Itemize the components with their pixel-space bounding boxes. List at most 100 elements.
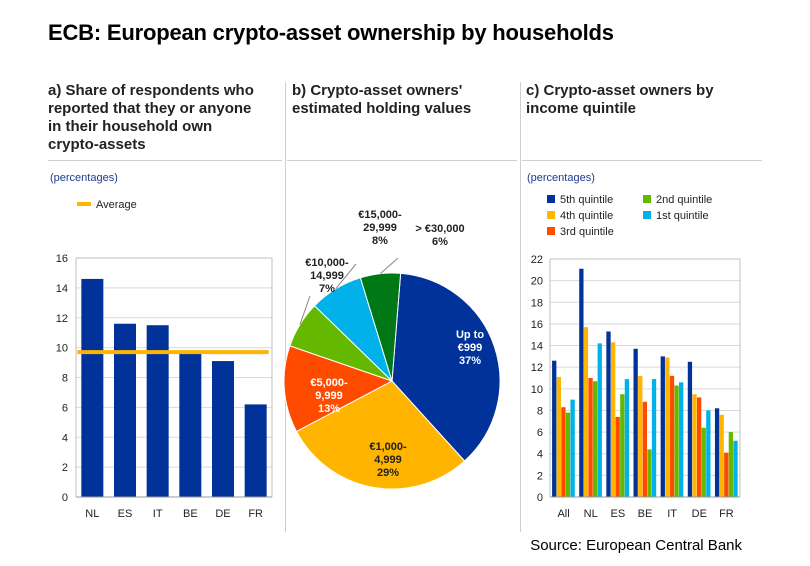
bar: [583, 327, 589, 497]
bar: [706, 410, 711, 497]
bar: [733, 440, 738, 497]
bar: [570, 399, 575, 497]
bar: [651, 379, 657, 497]
slice-label: €1,000-: [369, 441, 407, 453]
y-tick-label: 6: [537, 427, 543, 439]
x-tick-label: IT: [667, 508, 677, 520]
panel-c-title-line: income quintile: [526, 100, 637, 117]
x-tick-label: IT: [153, 508, 163, 520]
slice-label: 29,999: [363, 222, 397, 234]
bar: [579, 268, 584, 497]
bar: [597, 343, 602, 497]
legend-label: 2nd quintile: [656, 194, 712, 206]
bar: [674, 385, 679, 497]
bar: [610, 342, 616, 497]
legend-label: 1st quintile: [656, 210, 709, 222]
bar: [588, 378, 593, 497]
legend-label: 4th quintile: [560, 210, 613, 222]
x-tick-label: BE: [183, 508, 198, 520]
panel-b-title: b) Crypto-asset owners' estimated holdin…: [292, 82, 471, 118]
y-tick-label: 4: [537, 449, 543, 461]
x-tick-label: All: [557, 508, 569, 520]
bar: [606, 331, 611, 497]
bar: [692, 394, 697, 497]
legend-swatch: [643, 211, 651, 219]
y-tick-label: 10: [531, 384, 543, 396]
bar: [701, 427, 706, 497]
panel-b-title-line: estimated holding values: [292, 100, 472, 117]
legend-swatch: [547, 195, 555, 203]
y-tick-label: 4: [62, 432, 68, 444]
bar: [679, 382, 684, 497]
bar: [642, 401, 647, 497]
bar: [696, 397, 702, 497]
main-title: ECB: European crypto-asset ownership by …: [48, 20, 614, 45]
y-tick-label: 0: [62, 492, 68, 504]
y-tick-label: 8: [62, 373, 68, 385]
slice-label: > €30,000: [415, 223, 464, 235]
y-tick-label: 14: [531, 341, 543, 353]
panel-a-title: a) Share of respondents who reported tha…: [48, 82, 254, 154]
bar: [212, 361, 234, 497]
legend-swatch: [547, 211, 555, 219]
bar: [660, 356, 665, 497]
bar: [561, 407, 566, 497]
slice-label: Up to: [456, 329, 484, 341]
x-tick-label: ES: [611, 508, 626, 520]
slice-label: 9,999: [315, 390, 343, 402]
x-tick-label: DE: [692, 508, 707, 520]
panel-divider: [285, 82, 286, 532]
y-tick-label: 10: [56, 343, 68, 355]
panel-a-units: (percentages): [50, 172, 118, 184]
y-tick-label: 14: [56, 283, 68, 295]
bar: [638, 375, 643, 497]
slice-label: €999: [458, 342, 482, 354]
legend-label: 5th quintile: [560, 194, 613, 206]
source-note: Source: European Central Bank: [530, 537, 742, 554]
bar: [724, 452, 729, 497]
bar: [615, 416, 620, 497]
y-tick-label: 0: [537, 492, 543, 504]
legend-swatch: [643, 195, 651, 203]
y-tick-label: 12: [56, 313, 68, 325]
y-tick-label: 8: [537, 405, 543, 417]
bar: [719, 414, 724, 497]
panel-b-title-line: b) Crypto-asset owners': [292, 82, 463, 99]
panel-title-rule: [287, 160, 517, 161]
panel-c-units: (percentages): [527, 172, 595, 184]
x-tick-label: DE: [215, 508, 230, 520]
bar: [687, 361, 693, 497]
slice-label: €5,000-: [310, 377, 348, 389]
slice-label: 6%: [432, 236, 448, 248]
legend-label: Average: [96, 199, 137, 211]
bar: [620, 394, 625, 497]
slice-label: 29%: [377, 467, 399, 479]
y-tick-label: 22: [531, 254, 543, 266]
x-tick-label: NL: [85, 508, 99, 520]
panel-c-title: c) Crypto-asset owners by income quintil…: [526, 82, 714, 118]
pie-slice: [359, 272, 402, 382]
bar: [714, 408, 720, 497]
panel-divider: [520, 82, 521, 532]
panel-a-title-line: a) Share of respondents who: [48, 82, 254, 99]
panel-c-title-line: c) Crypto-asset owners by: [526, 82, 714, 99]
slice-label: €10,000-: [305, 257, 349, 269]
pie-slice: [295, 380, 466, 490]
bar: [146, 325, 169, 497]
bar: [81, 278, 104, 497]
slice-label: 4,999: [374, 454, 402, 466]
panel-a-title-line: crypto-assets: [48, 136, 146, 153]
panel-title-rule: [522, 160, 762, 161]
bar: [565, 412, 571, 497]
slice-label: 8%: [372, 235, 388, 247]
y-tick-label: 2: [62, 462, 68, 474]
slice-label: €15,000-: [358, 209, 402, 221]
x-tick-label: ES: [118, 508, 133, 520]
bar: [593, 381, 598, 497]
bar: [633, 348, 638, 497]
x-tick-label: FR: [719, 508, 734, 520]
x-tick-label: FR: [248, 508, 263, 520]
panel-title-rule: [48, 160, 282, 161]
panel-a-title-line: in their household own: [48, 118, 213, 135]
leader-line: [379, 257, 399, 275]
